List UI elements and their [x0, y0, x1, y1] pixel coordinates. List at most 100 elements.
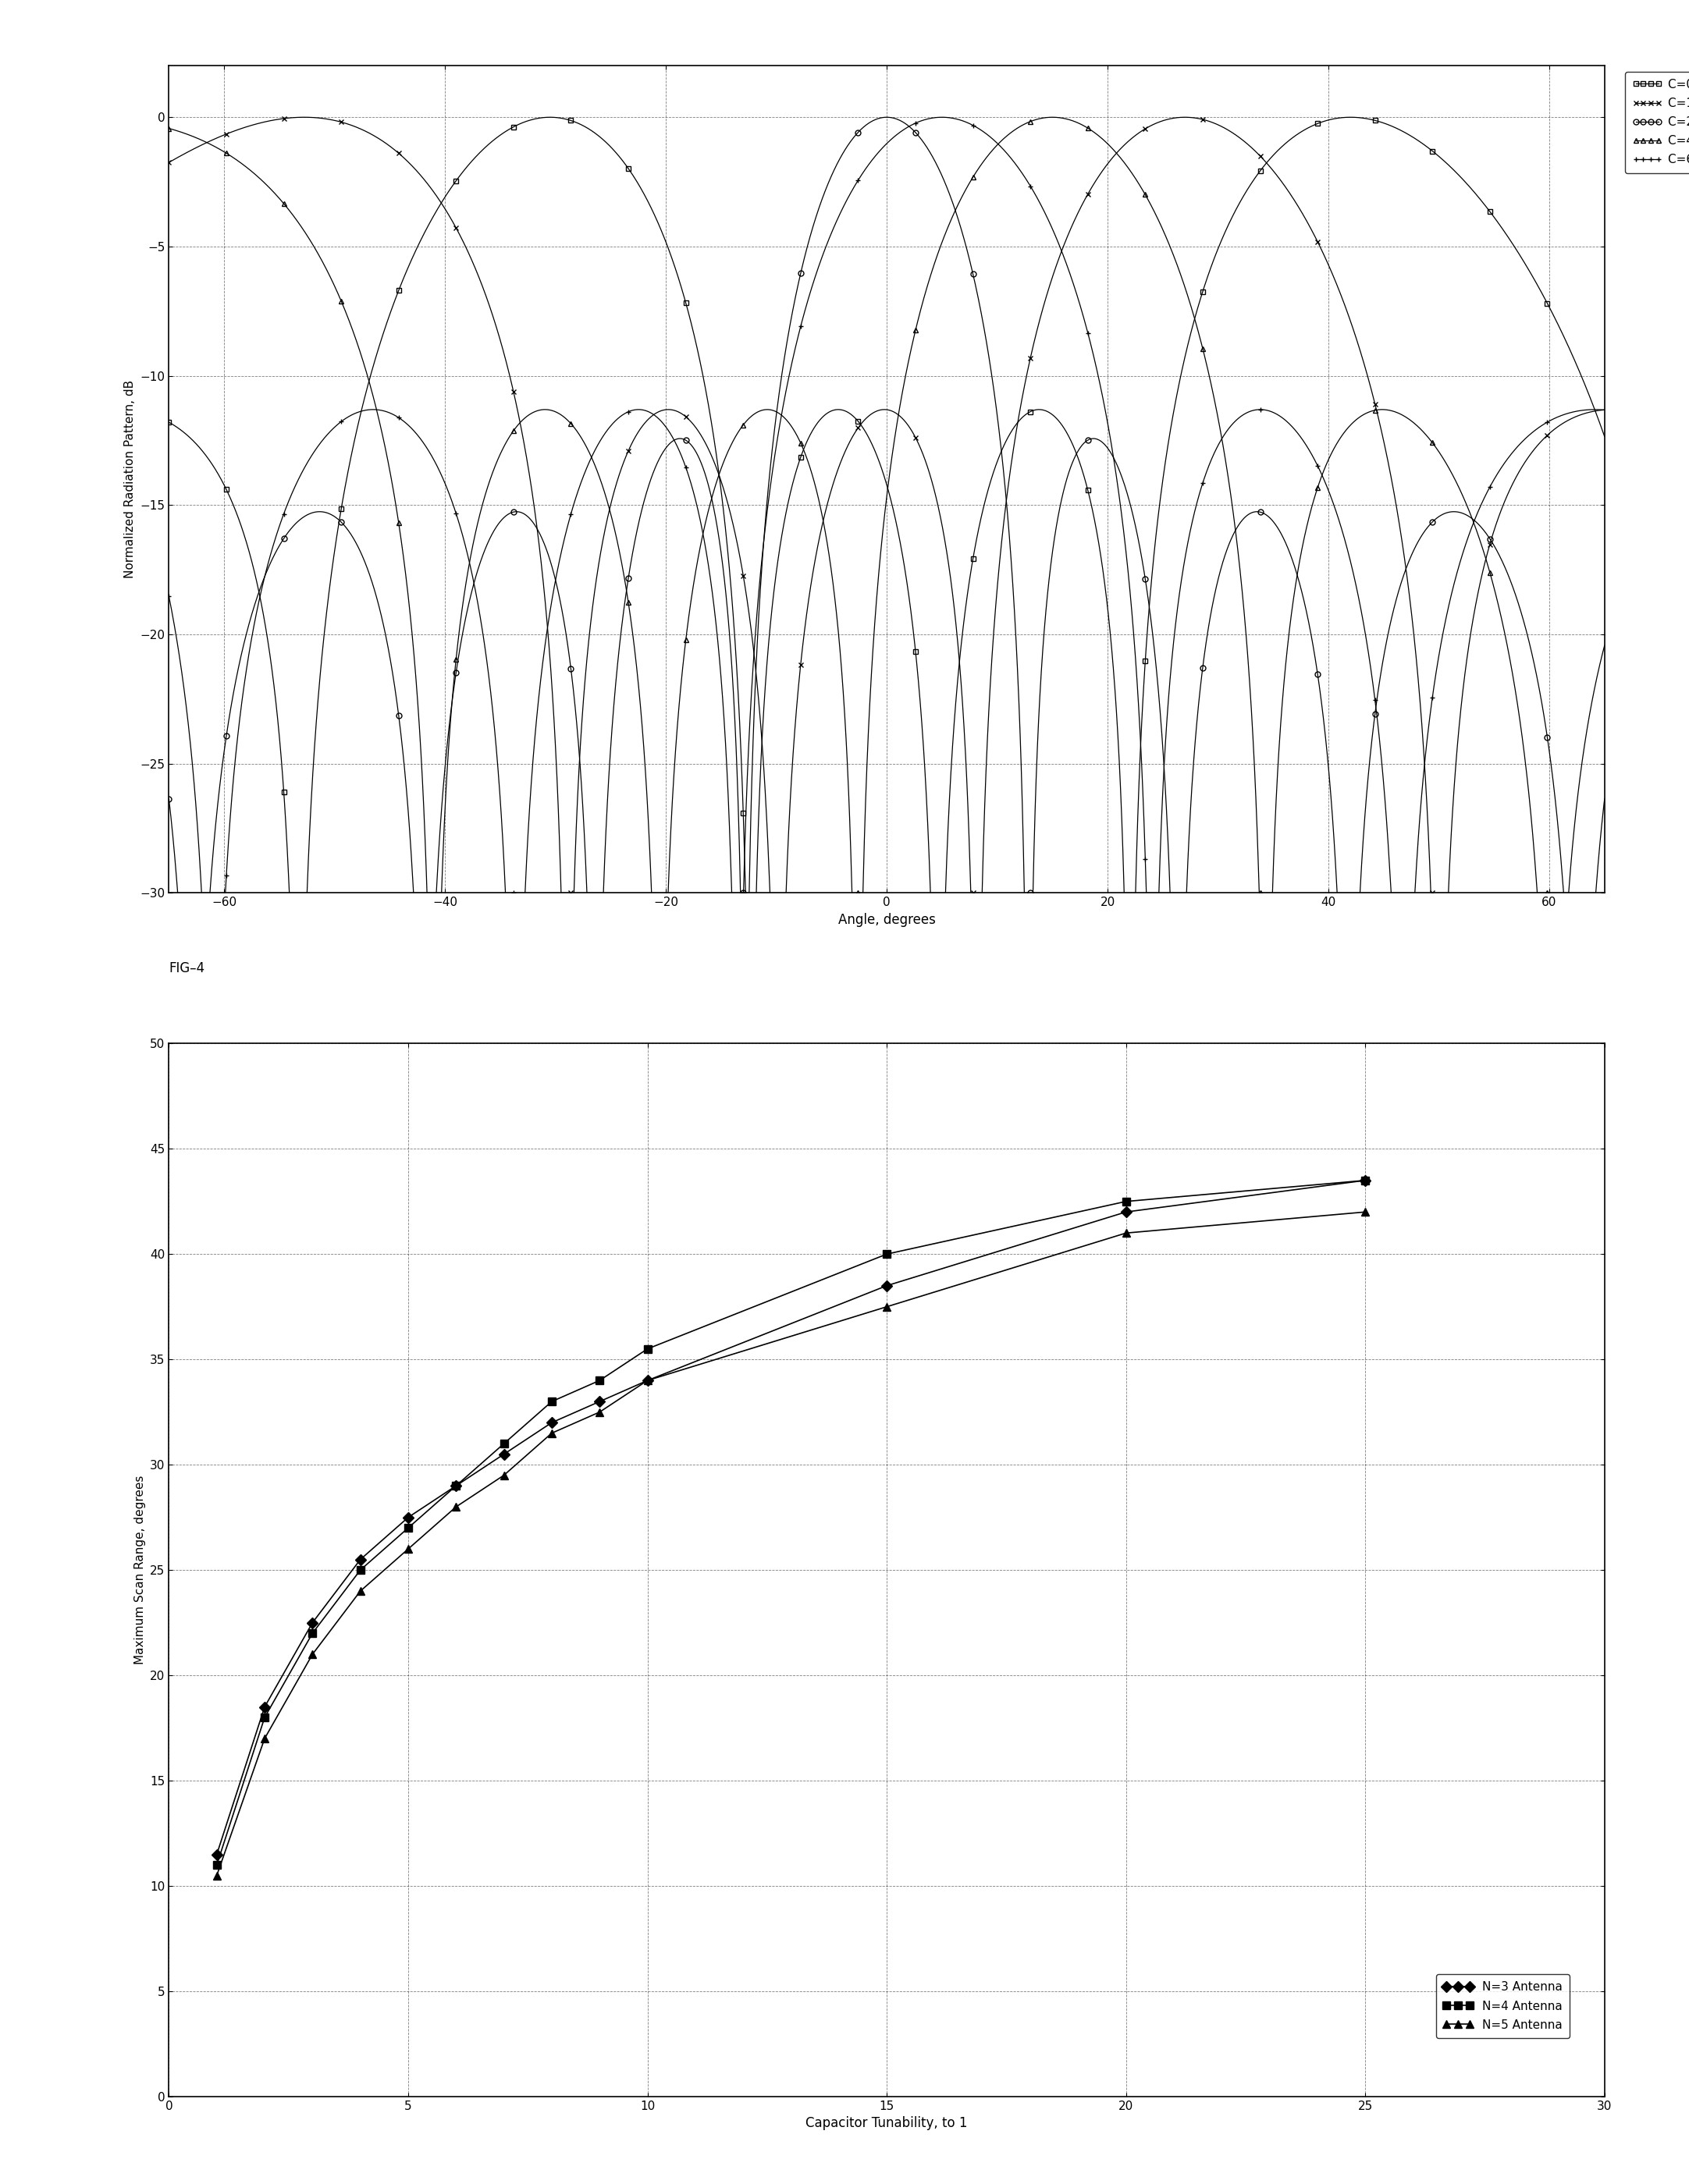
- N=3 Antenna: [637, 1367, 657, 1393]
- N=3 Antenna: [399, 1505, 419, 1531]
- Y-axis label: Normalized Radiation Pattern, dB: Normalized Radiation Pattern, dB: [123, 380, 135, 579]
- C=1.3 pF: [1071, 194, 1091, 221]
- C=2.2 pF: [159, 786, 179, 812]
- C=2.2 pF: [1008, 686, 1029, 712]
- C=6 pF: [159, 583, 179, 609]
- C=6 pF: [1008, 155, 1029, 181]
- C=1.3 pF: [1594, 397, 1615, 424]
- C=0.5 pF: [1071, 454, 1091, 480]
- N=4 Antenna: [399, 1516, 419, 1542]
- N=5 Antenna: [1116, 1221, 1137, 1247]
- N=4 Antenna: [877, 1241, 897, 1267]
- Line: C=2.2 pF: C=2.2 pF: [166, 114, 1608, 895]
- N=3 Antenna: [1355, 1166, 1375, 1192]
- C=4 pF: [1223, 502, 1243, 529]
- N=5 Antenna: [255, 1725, 275, 1752]
- C=4 pF: [1008, 114, 1029, 140]
- N=4 Antenna: [255, 1704, 275, 1730]
- N=3 Antenna: [493, 1441, 513, 1468]
- C=4 pF: [231, 151, 252, 177]
- Line: C=6 pF: C=6 pF: [166, 114, 1608, 895]
- C=4 pF: [1301, 500, 1321, 526]
- C=1.3 pF: [551, 880, 571, 906]
- C=0.5 pF: [279, 880, 299, 906]
- N=4 Antenna: [1355, 1166, 1375, 1192]
- C=4 pF: [159, 116, 179, 142]
- C=2.2 pF: [231, 642, 252, 668]
- Line: C=0.5 pF: C=0.5 pF: [166, 114, 1608, 895]
- N=5 Antenna: [877, 1293, 897, 1319]
- N=4 Antenna: [206, 1852, 226, 1878]
- N=3 Antenna: [206, 1841, 226, 1867]
- C=2.2 pF: [1223, 520, 1243, 546]
- C=6 pF: [1071, 297, 1091, 323]
- Line: N=4 Antenna: N=4 Antenna: [213, 1177, 1370, 1870]
- Text: FIG–4: FIG–4: [169, 961, 204, 976]
- C=6 pF: [679, 463, 699, 489]
- C=6 pF: [1301, 439, 1321, 465]
- N=3 Antenna: [255, 1695, 275, 1721]
- N=3 Antenna: [1116, 1199, 1137, 1225]
- N=3 Antenna: [350, 1546, 370, 1572]
- C=1.3 pF: [679, 406, 699, 432]
- C=6 pF: [1223, 411, 1243, 437]
- C=4 pF: [417, 880, 437, 906]
- C=0.5 pF: [1341, 105, 1361, 131]
- Y-axis label: Maximum Scan Range, degrees: Maximum Scan Range, degrees: [133, 1476, 145, 1664]
- C=1.3 pF: [1223, 120, 1243, 146]
- C=6 pF: [191, 880, 211, 906]
- Legend: N=3 Antenna, N=4 Antenna, N=5 Antenna: N=3 Antenna, N=4 Antenna, N=5 Antenna: [1436, 1974, 1569, 2038]
- N=4 Antenna: [493, 1431, 513, 1457]
- C=0.5 pF: [231, 513, 252, 539]
- N=5 Antenna: [1355, 1199, 1375, 1225]
- Legend: C=0.5 pF, C=1.3 pF, C=2.2 pF, C=4 pF, C=6 pF: C=0.5 pF, C=1.3 pF, C=2.2 pF, C=4 pF, C=…: [1625, 72, 1689, 173]
- N=4 Antenna: [302, 1621, 323, 1647]
- C=6 pF: [1594, 397, 1615, 424]
- C=1.3 pF: [159, 149, 179, 175]
- C=2.2 pF: [1594, 786, 1615, 812]
- N=3 Antenna: [542, 1409, 562, 1435]
- C=1.3 pF: [1008, 404, 1029, 430]
- N=4 Antenna: [1116, 1188, 1137, 1214]
- C=4 pF: [1071, 111, 1091, 138]
- C=4 pF: [1042, 105, 1062, 131]
- C=0.5 pF: [1223, 201, 1243, 227]
- N=5 Antenna: [350, 1579, 370, 1605]
- C=0.5 pF: [679, 301, 699, 328]
- N=5 Antenna: [399, 1535, 419, 1562]
- C=1.3 pF: [1301, 214, 1321, 240]
- C=2.2 pF: [1301, 616, 1321, 642]
- N=3 Antenna: [589, 1389, 610, 1415]
- N=4 Antenna: [637, 1337, 657, 1363]
- N=5 Antenna: [493, 1461, 513, 1487]
- N=5 Antenna: [637, 1367, 657, 1393]
- C=0.5 pF: [1594, 424, 1615, 450]
- N=5 Antenna: [542, 1420, 562, 1446]
- N=3 Antenna: [446, 1472, 466, 1498]
- C=2.2 pF: [877, 105, 897, 131]
- N=4 Antenna: [350, 1557, 370, 1583]
- N=5 Antenna: [589, 1400, 610, 1426]
- N=4 Antenna: [542, 1389, 562, 1415]
- C=4 pF: [679, 603, 699, 629]
- N=5 Antenna: [206, 1863, 226, 1889]
- C=6 pF: [231, 695, 252, 721]
- C=1.3 pF: [1176, 105, 1196, 131]
- C=0.5 pF: [159, 408, 179, 435]
- X-axis label: Capacitor Tunability, to 1: Capacitor Tunability, to 1: [806, 2116, 968, 2132]
- C=4 pF: [1594, 633, 1615, 660]
- C=0.5 pF: [1301, 114, 1321, 140]
- C=2.2 pF: [1071, 432, 1091, 459]
- Line: N=3 Antenna: N=3 Antenna: [213, 1177, 1370, 1859]
- Line: N=5 Antenna: N=5 Antenna: [213, 1208, 1370, 1878]
- Line: C=1.3 pF: C=1.3 pF: [166, 114, 1608, 895]
- N=5 Antenna: [446, 1494, 466, 1520]
- Line: C=4 pF: C=4 pF: [166, 114, 1608, 895]
- C=2.2 pF: [167, 880, 187, 906]
- N=3 Antenna: [302, 1610, 323, 1636]
- C=1.3 pF: [231, 116, 252, 142]
- C=6 pF: [932, 105, 953, 131]
- C=0.5 pF: [1008, 408, 1029, 435]
- N=3 Antenna: [877, 1273, 897, 1299]
- C=2.2 pF: [679, 430, 699, 456]
